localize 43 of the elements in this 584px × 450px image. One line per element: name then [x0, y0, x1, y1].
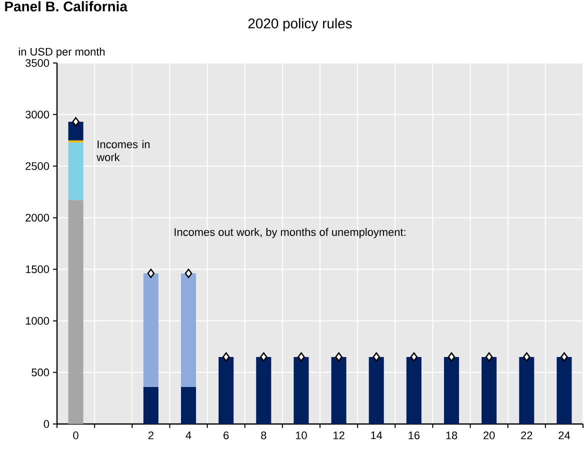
bar	[68, 122, 84, 140]
y-tick-label: 3500	[26, 59, 50, 67]
x-tick-label: 2	[148, 432, 154, 440]
bar	[294, 356, 309, 424]
bar	[406, 356, 422, 424]
y-tick-label: 2000	[26, 214, 50, 222]
x-tick-label: 0	[73, 432, 78, 440]
y-tick-label: 1000	[26, 316, 50, 325]
x-tick-label: 12	[334, 432, 344, 440]
bar	[68, 200, 84, 424]
x-tick-label: 22	[521, 432, 532, 440]
x-tick-label: 8	[261, 432, 266, 440]
bar	[368, 356, 384, 424]
bar	[482, 356, 497, 424]
bar	[143, 273, 158, 387]
x-tick-label: 10	[296, 432, 307, 440]
y-tick-label: 500	[32, 368, 50, 376]
x-tick-label: 20	[484, 432, 495, 440]
annotation: Incomes out work, by months of unemployment:	[174, 228, 406, 238]
x-tick-label: 18	[446, 432, 458, 440]
bar	[444, 356, 460, 424]
x-tick-label: 24	[558, 432, 570, 440]
bar	[180, 273, 196, 387]
y-tick-label: 1500	[26, 265, 50, 274]
annotation: Incomes in work	[96, 140, 150, 162]
x-tick-label: 14	[371, 432, 382, 440]
x-tick-label: 16	[408, 432, 420, 440]
bar	[143, 386, 158, 424]
bar	[256, 356, 272, 424]
bar	[556, 356, 572, 424]
y-axis-title: in USD per month	[18, 48, 105, 58]
bar	[68, 142, 84, 200]
x-tick-label: 4	[186, 432, 192, 440]
y-tick-label: 2500	[26, 162, 50, 170]
chart-subtitle: 2020 policy rules	[248, 18, 352, 32]
bar	[331, 356, 346, 424]
chart-title: Panel B. California	[5, 1, 128, 12]
y-tick-label: 0	[44, 420, 50, 428]
x-tick-label: 6	[224, 432, 229, 440]
bar	[218, 356, 234, 424]
y-tick-label: 3000	[26, 110, 50, 118]
bar	[180, 386, 196, 424]
bar	[519, 356, 534, 424]
